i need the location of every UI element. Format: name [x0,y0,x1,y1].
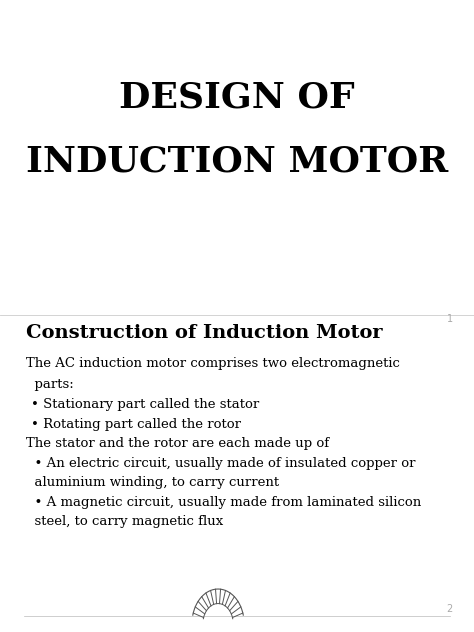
Text: 1: 1 [447,314,453,324]
Text: The AC induction motor comprises two electromagnetic: The AC induction motor comprises two ele… [26,357,400,370]
Text: • Rotating part called the rotor: • Rotating part called the rotor [31,418,241,430]
Text: • Stationary part called the stator: • Stationary part called the stator [31,398,259,411]
Text: • An electric circuit, usually made of insulated copper or: • An electric circuit, usually made of i… [26,457,416,470]
Text: parts:: parts: [26,378,74,391]
Text: Construction of Induction Motor: Construction of Induction Motor [26,324,383,341]
Text: 2: 2 [447,604,453,614]
Text: INDUCTION MOTOR: INDUCTION MOTOR [26,144,448,178]
Text: DESIGN OF: DESIGN OF [119,81,355,115]
Text: • A magnetic circuit, usually made from laminated silicon: • A magnetic circuit, usually made from … [26,495,421,509]
Text: aluminium winding, to carry current: aluminium winding, to carry current [26,476,279,489]
Text: steel, to carry magnetic flux: steel, to carry magnetic flux [26,514,223,528]
Text: The stator and the rotor are each made up of: The stator and the rotor are each made u… [26,437,329,451]
